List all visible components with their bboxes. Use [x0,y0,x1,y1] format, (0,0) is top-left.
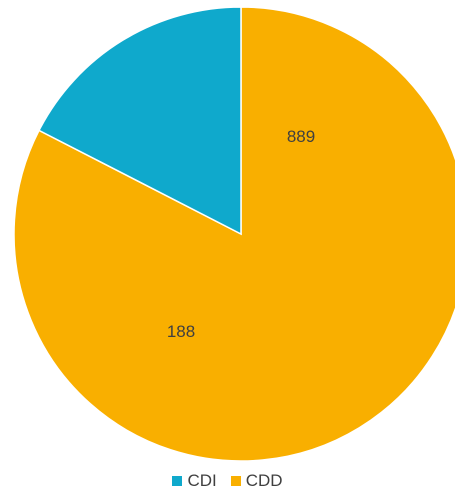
legend-swatch-cdi [172,476,183,486]
pie-slice-cdi [38,6,242,236]
legend-item-cdi: CDI [172,471,217,491]
pie-plot-area: 889 188 [13,6,455,462]
data-label-cdi: 188 [167,322,195,341]
legend-swatch-cdd [230,476,241,486]
legend-label-cdi: CDI [187,471,217,490]
data-label-cdd: 889 [287,127,315,146]
legend: CDI CDD [0,470,455,492]
pie-slice-cdd [13,6,455,462]
legend-item-cdd: CDD [230,471,283,491]
legend-label-cdd: CDD [245,471,283,490]
